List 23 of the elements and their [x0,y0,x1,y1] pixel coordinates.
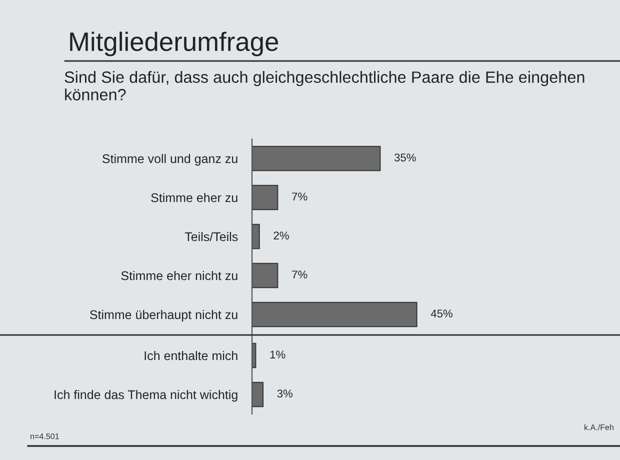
data-label: 35% [394,154,416,162]
bar [252,224,260,250]
data-label: 2% [274,232,289,240]
y-tick-label: Ich finde das Thema nicht wichtig [54,390,238,402]
data-label: 7% [292,270,308,278]
bar [252,146,381,172]
y-tick-label: Stimme überhaupt nicht zu [90,310,238,322]
y-tick-label: Stimme eher zu [151,192,238,202]
data-label: 3% [277,390,293,398]
data-label: 7% [292,192,308,200]
data-label: 1% [270,350,286,358]
chart-subtitle: Sind Sie dafür, dass auch gleichgeschlechtliche Paare die Ehe eingehen können? [64,71,584,100]
y-tick-label: Stimme eher nicht zu [121,270,238,280]
y-tick-label: Teils/Teils [184,232,238,242]
text: n=4.501 [30,433,59,440]
y-tick-label: Stimme voll und ganz zu [102,154,238,166]
bar [252,184,278,210]
y-tick-label: Ich enthalte mich [144,350,238,360]
text: k.A./Feh [584,424,614,430]
bar [252,262,278,288]
data-label: 45% [430,310,452,318]
chart-title: Mitgliederumfrage [70,32,278,56]
bar [252,302,418,328]
